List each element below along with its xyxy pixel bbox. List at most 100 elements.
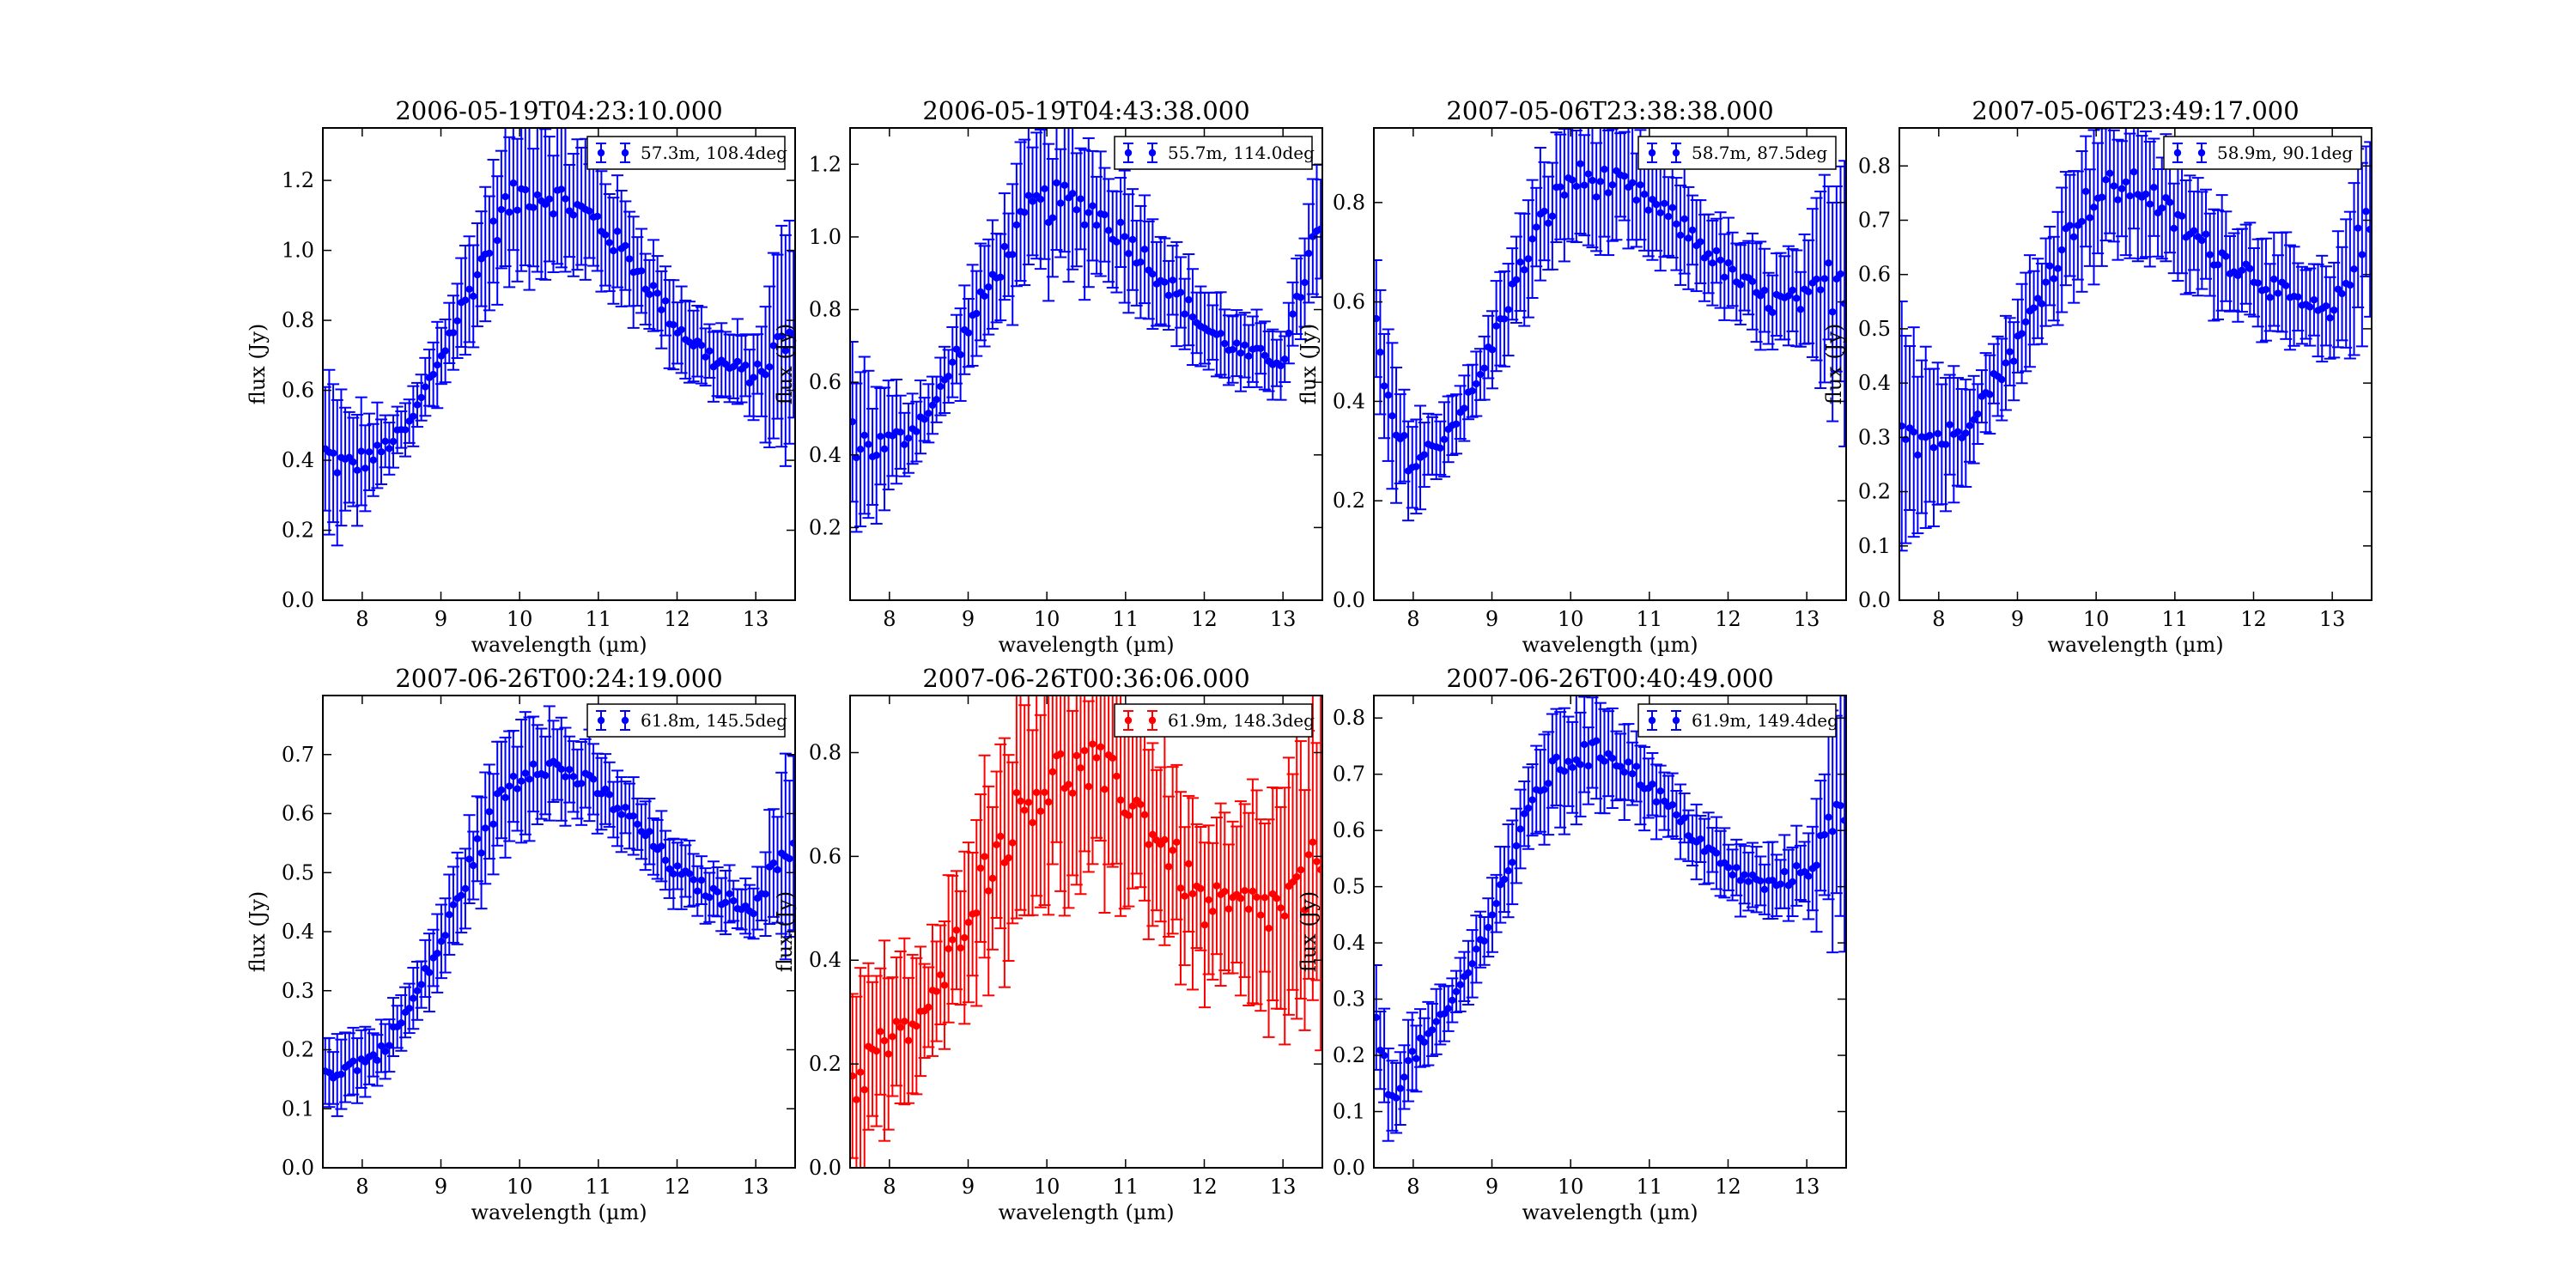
data-point [1313, 858, 1321, 866]
data-point [1316, 866, 1322, 874]
x-tick-label: 13 [1270, 607, 1297, 631]
data-point [933, 396, 940, 404]
data-point [494, 236, 501, 245]
data-point [1568, 763, 1577, 772]
data-point [2326, 314, 2334, 322]
data-point [1140, 246, 1149, 253]
legend-marker-point [1672, 716, 1680, 725]
x-tick-label: 9 [962, 607, 975, 631]
data-point [1301, 906, 1309, 914]
data-point [1097, 743, 1104, 751]
x-tick-label: 10 [507, 607, 533, 631]
data-point [2158, 204, 2166, 212]
data-point [1608, 181, 1616, 189]
data-point [2358, 251, 2366, 258]
data-point [646, 290, 653, 299]
legend: 58.7m, 87.5deg [1637, 136, 1837, 170]
data-point [361, 465, 369, 472]
x-tick-label: 8 [883, 1175, 896, 1199]
data-point [1101, 210, 1109, 219]
data-point [1185, 295, 1193, 304]
data-point [694, 887, 702, 895]
data-point [1249, 887, 1257, 896]
x-axis-label: wavelength (µm) [471, 633, 647, 657]
data-point [1929, 444, 1938, 452]
x-tick-label: 10 [1034, 1175, 1060, 1199]
data-point [1473, 945, 1480, 953]
y-tick-label: 0.2 [282, 519, 314, 543]
data-point [1473, 380, 1480, 388]
data-point [410, 994, 417, 1002]
data-point [2338, 289, 2346, 298]
data-point [1068, 789, 1077, 797]
data-point [1176, 289, 1185, 296]
x-tick-label: 10 [507, 1175, 533, 1199]
data-point [2122, 178, 2130, 186]
data-point [1504, 866, 1512, 875]
legend-label: 58.7m, 87.5deg [1692, 143, 1827, 163]
data-point [1680, 215, 1688, 223]
data-point [1041, 788, 1048, 797]
data-point [937, 971, 945, 979]
data-point [1589, 176, 1596, 185]
data-point [1464, 969, 1473, 977]
legend: 58.9m, 90.1deg [2163, 136, 2362, 170]
data-point [1041, 185, 1048, 193]
data-point [730, 362, 738, 371]
data-point [377, 1042, 386, 1050]
data-point [1289, 310, 1297, 318]
legend-marker-point [621, 716, 629, 725]
y-tick-label: 0.4 [1333, 389, 1365, 413]
data-point [2054, 264, 2062, 272]
data-point [1408, 1048, 1416, 1055]
legend-label: 61.9m, 149.4deg [1692, 710, 1838, 731]
chart-title: 2006-05-19T04:43:38.000 [922, 96, 1249, 125]
y-tick-label: 0.2 [282, 1038, 314, 1062]
data-point [1149, 830, 1157, 839]
legend-box [1114, 703, 1313, 738]
data-point [1197, 884, 1205, 893]
x-tick-label: 11 [586, 1175, 612, 1199]
data-point [501, 793, 509, 802]
x-tick-label: 9 [1485, 1175, 1498, 1199]
data-point [993, 841, 1000, 848]
data-point [1769, 876, 1777, 884]
data-point [1121, 233, 1128, 240]
data-point [513, 206, 521, 214]
data-point [2222, 252, 2230, 260]
data-point [1745, 878, 1753, 885]
data-point [1080, 746, 1089, 755]
data-point [1113, 238, 1121, 246]
data-point [1748, 277, 1757, 286]
data-point [1820, 830, 1829, 839]
data-point [2058, 246, 2066, 254]
data-point [1548, 212, 1557, 220]
data-point [405, 417, 413, 425]
data-point [441, 347, 449, 355]
legend-box [1637, 136, 1837, 170]
data-point [1236, 895, 1245, 902]
data-point [1400, 1073, 1408, 1081]
data-point [1721, 859, 1728, 867]
x-axis-label: wavelength (µm) [998, 1200, 1174, 1224]
data-point [1428, 1026, 1437, 1034]
data-point [2346, 281, 2354, 289]
data-point [988, 874, 997, 883]
data-point [1128, 235, 1137, 244]
data-point [541, 200, 550, 209]
data-point [1577, 160, 1584, 167]
data-point [1449, 996, 1456, 1005]
data-point [2081, 187, 2090, 196]
data-point [1516, 258, 1524, 266]
y-axis-label: flux (Jy) [246, 324, 270, 405]
data-point [2366, 225, 2372, 234]
data-point [509, 179, 518, 187]
data-series [1374, 696, 1846, 1142]
axes-frame [1373, 127, 1847, 601]
legend-marker-point [1648, 716, 1656, 725]
data-point [1277, 361, 1285, 370]
data-point [1962, 429, 1970, 437]
data-point [1068, 190, 1077, 197]
x-tick-label: 12 [1715, 1175, 1741, 1199]
